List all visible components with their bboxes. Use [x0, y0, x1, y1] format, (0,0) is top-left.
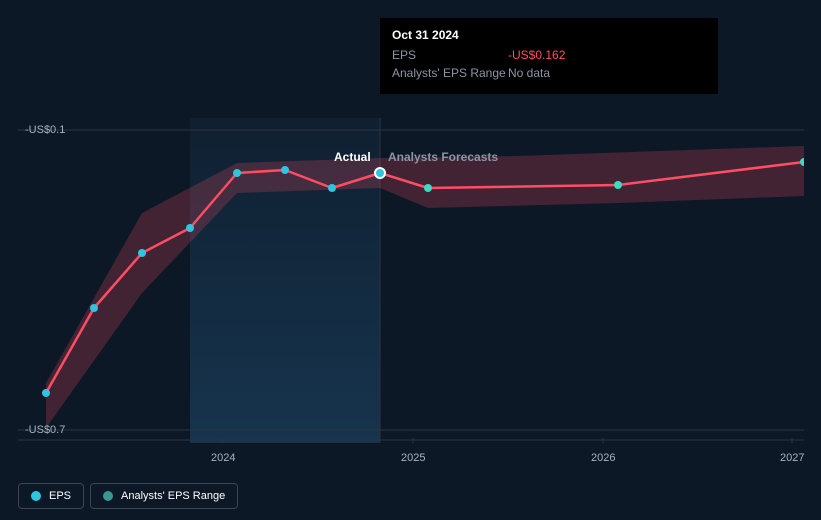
legend-item[interactable]: Analysts' EPS Range: [90, 483, 238, 509]
legend-dot-icon: [31, 491, 41, 501]
legend: EPS Analysts' EPS Range: [18, 483, 238, 509]
tooltip-row-label: EPS: [392, 48, 508, 62]
legend-item[interactable]: EPS: [18, 483, 84, 509]
tooltip-row-label: Analysts' EPS Range: [392, 66, 508, 80]
tooltip-row: Analysts' EPS RangeNo data: [392, 66, 706, 80]
x-axis-label: 2026: [591, 452, 615, 464]
legend-label: EPS: [49, 490, 71, 502]
eps-chart[interactable]: [18, 118, 804, 443]
tooltip-row-value: No data: [508, 66, 550, 80]
y-axis-label: -US$0.1: [25, 124, 65, 136]
legend-dot-icon: [103, 491, 113, 501]
legend-label: Analysts' EPS Range: [121, 490, 225, 502]
forecast-section-label: Analysts Forecasts: [388, 150, 498, 164]
y-axis-label: -US$0.7: [25, 424, 65, 436]
tooltip-date: Oct 31 2024: [392, 28, 706, 42]
tooltip-row: EPS-US$0.162: [392, 48, 706, 62]
tooltip: Oct 31 2024 EPS-US$0.162Analysts' EPS Ra…: [380, 18, 718, 94]
tooltip-row-value: -US$0.162: [508, 48, 565, 62]
x-axis-label: 2024: [211, 452, 235, 464]
x-axis-label: 2027: [780, 452, 804, 464]
actual-section-label: Actual: [334, 150, 371, 164]
x-axis-label: 2025: [401, 452, 425, 464]
chart-svg: [18, 118, 804, 443]
